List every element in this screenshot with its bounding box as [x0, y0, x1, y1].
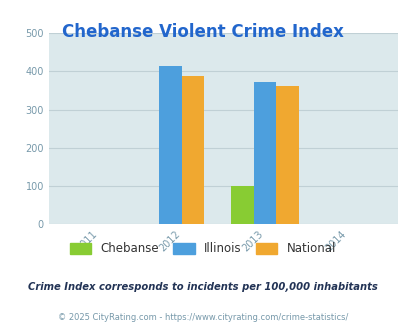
Bar	[230, 186, 253, 224]
Bar	[159, 66, 181, 224]
Bar	[181, 76, 204, 224]
Bar	[253, 82, 275, 224]
Text: © 2025 CityRating.com - https://www.cityrating.com/crime-statistics/: © 2025 CityRating.com - https://www.city…	[58, 313, 347, 322]
Bar	[275, 86, 298, 224]
Text: Chebanse Violent Crime Index: Chebanse Violent Crime Index	[62, 23, 343, 41]
Legend: Chebanse, Illinois, National: Chebanse, Illinois, National	[65, 238, 340, 260]
Text: Crime Index corresponds to incidents per 100,000 inhabitants: Crime Index corresponds to incidents per…	[28, 282, 377, 292]
